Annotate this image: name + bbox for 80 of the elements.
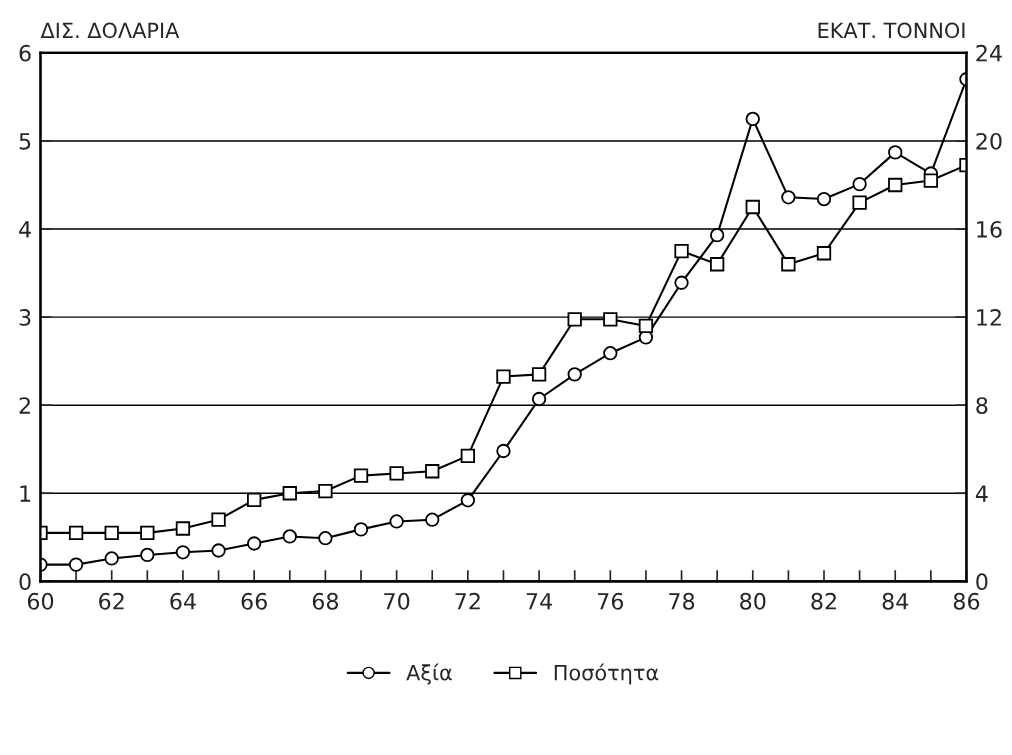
point	[567, 312, 582, 327]
point	[247, 536, 262, 551]
point	[888, 177, 903, 193]
x-tick-label: 74	[526, 593, 552, 610]
point	[745, 111, 760, 127]
point	[211, 543, 226, 558]
y2-tick-label: 12	[977, 309, 1001, 326]
point	[816, 246, 832, 261]
point	[852, 176, 867, 192]
point	[710, 228, 725, 243]
point	[816, 191, 832, 207]
point	[140, 547, 155, 563]
point	[567, 367, 582, 382]
point	[781, 190, 796, 205]
point	[460, 493, 476, 508]
point	[282, 486, 297, 501]
point	[923, 173, 939, 188]
legend-label: Ποσότητα	[554, 663, 659, 685]
point	[425, 464, 440, 479]
point	[460, 448, 476, 463]
x-tick-label: 82	[811, 592, 836, 610]
point	[638, 318, 654, 334]
point	[104, 525, 119, 541]
x-tick-label: 62	[99, 592, 124, 610]
point	[247, 492, 262, 508]
y2-tick-label: 0	[976, 573, 988, 591]
point	[496, 443, 511, 459]
point	[318, 483, 333, 499]
y-tick-label: 3	[19, 309, 31, 326]
point	[353, 468, 369, 483]
y2-tick-label: 8	[976, 397, 988, 414]
point	[531, 391, 547, 407]
point	[603, 312, 618, 327]
point	[318, 531, 333, 546]
x-tick-label: 86	[953, 592, 980, 610]
point	[104, 551, 119, 566]
point	[674, 243, 689, 259]
point	[888, 145, 903, 160]
point	[282, 529, 297, 544]
y-tick-label: 5	[19, 133, 31, 150]
point	[175, 545, 191, 560]
point	[496, 369, 511, 384]
point	[781, 257, 796, 272]
point	[710, 257, 725, 272]
y2-axis-title: ΕΚΑΤ. ΤΟΝΝΟΙ	[818, 22, 965, 39]
y-tick-label: 4	[19, 221, 31, 238]
point	[389, 514, 404, 529]
x-tick-label: 60	[27, 592, 54, 610]
x-tick-label: 70	[384, 592, 410, 610]
y2-tick-label: 24	[976, 44, 1002, 62]
y-axis-title: ΔΙΣ. ΔΟΛΑΡΙΑ	[40, 22, 180, 39]
point	[603, 346, 618, 361]
x-tick-label: 78	[669, 592, 695, 610]
point	[68, 557, 84, 572]
y2-tick-label: 16	[977, 220, 1002, 238]
y-tick-label: 6	[19, 44, 31, 62]
point	[175, 521, 191, 536]
x-tick-label: 64	[170, 592, 196, 610]
point	[211, 512, 226, 527]
point	[745, 199, 760, 215]
x-tick-label: 72	[455, 592, 480, 610]
point	[353, 522, 369, 537]
y2-tick-label: 20	[976, 132, 1002, 150]
point	[140, 525, 155, 541]
x-tick-label: 76	[598, 592, 624, 610]
point	[674, 275, 689, 290]
y-tick-label: 0	[19, 573, 31, 591]
y-tick-label: 2	[19, 397, 30, 414]
x-tick-label: 68	[312, 592, 339, 610]
point	[531, 367, 547, 382]
x-tick-label: 66	[241, 592, 267, 610]
x-tick-label: 80	[740, 592, 766, 610]
point	[68, 525, 84, 541]
legend-label: Αξία	[406, 663, 452, 685]
x-tick-label: 84	[882, 592, 909, 610]
point	[389, 466, 404, 481]
y2-tick-label: 4	[975, 485, 988, 502]
y-tick-label: 1	[20, 485, 31, 502]
point	[852, 195, 867, 210]
point	[425, 512, 440, 527]
